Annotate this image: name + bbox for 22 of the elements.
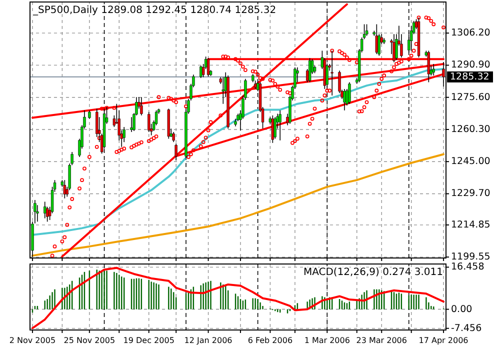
y-tick-label: 0.00	[451, 304, 472, 315]
ref-line-label: 1285.32	[450, 71, 490, 82]
x-tick-label: 2 Nov 2005	[9, 336, 56, 345]
x-tick-label: 12 Jan 2006	[184, 336, 232, 345]
chart-title: MACD(12,26,9) 0.274 3.011	[303, 267, 443, 278]
y-tick-label: 16.458	[451, 262, 484, 273]
x-tick-label: 1 Mar 2006	[304, 336, 350, 345]
y-tick-label: 1245.00	[451, 156, 490, 168]
y-tick-label: 1229.70	[451, 188, 490, 200]
x-tick-label: 23 Mar 2006	[356, 336, 407, 345]
y-tick-label: 1306.20	[451, 28, 490, 39]
y-tick-label: 1214.85	[451, 219, 490, 230]
y-tick-label: -7.456	[451, 322, 482, 334]
x-tick-label: 25 Nov 2005	[64, 336, 116, 345]
y-tick-label: 1199.55	[451, 252, 490, 263]
chart-title: _SP500,Daily 1289.08 1292.45 1280.74 1285.32	[32, 5, 276, 16]
x-tick-label: 17 Apr 2006	[418, 336, 468, 345]
y-tick-label: 1275.60	[451, 92, 490, 103]
y-tick-label: 1290.90	[451, 60, 490, 71]
y-tick-label: 1260.30	[451, 124, 490, 135]
x-tick-label: 6 Feb 2006	[248, 336, 293, 345]
x-tick-label: 19 Dec 2005	[123, 336, 174, 345]
